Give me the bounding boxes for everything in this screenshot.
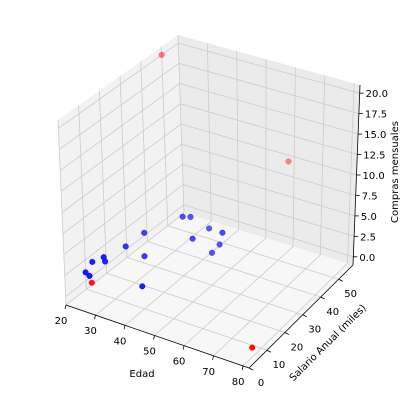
x-tick-label: 80 (232, 377, 245, 388)
pane-back (178, 35, 360, 265)
grid-line-z-side (59, 83, 180, 171)
grid-line-z-back (182, 164, 356, 217)
grid-line-z-back (178, 42, 360, 94)
grid-line-x-floor (242, 263, 348, 367)
x-tick-label: 40 (114, 336, 127, 347)
grid-line-z-back (182, 184, 355, 237)
y-tick-mark (302, 314, 307, 318)
blue-data-point (86, 272, 93, 279)
y-tick-label: 50 (344, 289, 357, 300)
red-data-point (88, 279, 95, 286)
grid-line-y-floor (126, 257, 303, 316)
x-tick-mark (94, 315, 96, 320)
grid-line-z-back (181, 143, 356, 196)
z-tick-label: 2.5 (360, 232, 376, 243)
blue-data-point (139, 283, 146, 290)
z-tick-label: 20.0 (366, 89, 388, 100)
x-tick-mark (241, 365, 244, 371)
y-tick-mark (248, 367, 254, 371)
grid-line-y-floor (167, 225, 339, 280)
grid-line-z-back (183, 204, 354, 258)
axis-panes (58, 35, 360, 368)
blue-data-point (189, 235, 196, 242)
x-tick-label: 50 (143, 346, 156, 357)
z-tick-label: 17.5 (365, 110, 387, 121)
z-tick-label: 15.0 (364, 130, 386, 141)
x-axis-line (65, 304, 250, 369)
blue-data-point (122, 243, 129, 250)
grid-line-z-back (178, 62, 359, 115)
blue-data-point (216, 241, 223, 248)
y-tick-mark (338, 278, 343, 282)
x-tick-mark (182, 345, 185, 350)
x-tick-label: 20 (55, 316, 68, 327)
grid-line-z-side (60, 103, 181, 192)
grid-line-y-floor (147, 241, 321, 298)
x-axis-label: Edad (129, 369, 154, 380)
grid-line-x-floor (213, 254, 321, 357)
blue-data-point (89, 258, 96, 265)
grid-line-z-side (65, 204, 184, 297)
grid-line-x-floor (154, 237, 267, 336)
pane-floor (66, 213, 353, 368)
y-tick-label: 10 (273, 360, 286, 371)
blue-data-point (141, 229, 148, 236)
grid-line-y-floor (106, 272, 285, 333)
blue-data-point (219, 229, 226, 236)
data-points (82, 51, 292, 351)
y-tick-mark (320, 296, 325, 300)
z-tick-label: 5.0 (361, 212, 377, 223)
blue-data-point (187, 213, 194, 220)
grid-line-z-back (180, 103, 358, 155)
grid-line-z-side (63, 164, 183, 255)
z-tick-label: 12.5 (363, 151, 385, 162)
y-tick-mark (284, 332, 290, 335)
z-axis-label: Compras mensuales (390, 121, 401, 223)
blue-data-point (208, 249, 216, 256)
y-tick-label: 0 (258, 378, 264, 389)
x-tick-mark (123, 325, 126, 330)
grid-line-z-side (62, 143, 182, 234)
red-data-point (158, 51, 165, 58)
z-tick-label: 0.0 (359, 253, 375, 264)
y-tick-label: 40 (326, 307, 339, 318)
tick-labels: 20 30 40 50 60 70 80 0 10 20 30 40 50 0.0 2.5 5.0 7.5 10.… (55, 89, 388, 389)
grid-line-z-side (58, 42, 179, 129)
grid-line-z-back (180, 123, 357, 176)
blue-data-point (206, 225, 213, 232)
y-tick-label: 30 (308, 325, 321, 336)
grid-line-x-floor (65, 212, 185, 306)
grid-line-z-back (179, 83, 359, 135)
z-tick-label: 7.5 (362, 191, 378, 202)
grid-line-z-side (59, 62, 180, 150)
x-tick-label: 60 (173, 357, 186, 368)
y-tick-label: 20 (290, 342, 303, 353)
grid-line-y-floor (86, 288, 268, 351)
x-tick-mark (64, 304, 67, 310)
y-tick-mark (266, 349, 272, 353)
blue-data-point (100, 254, 107, 261)
grid-line-x-floor (183, 246, 294, 346)
y-axis-line (248, 264, 354, 369)
red-data-point (249, 344, 256, 351)
x-tick-mark (153, 335, 155, 340)
x-tick-mark (212, 355, 214, 360)
grid-line-z-side (64, 184, 184, 276)
x-tick-label: 70 (202, 367, 215, 378)
grid-line-z-side (61, 123, 182, 213)
blue-data-point (141, 253, 148, 260)
z-tick-label: 10.0 (363, 171, 385, 182)
x-tick-label: 30 (84, 326, 97, 337)
blue-data-point (179, 213, 186, 220)
red-data-point (285, 158, 292, 165)
grid-lines (57, 34, 360, 369)
blue-data-point (82, 269, 89, 276)
